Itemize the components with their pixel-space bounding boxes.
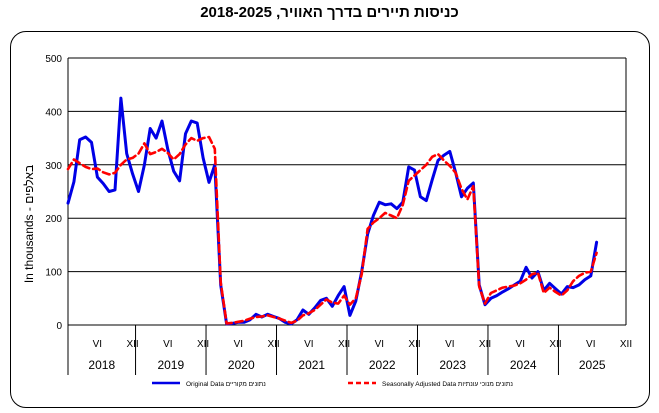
legend-label: Seasonally Adjusted Data נתונים מנוכי עו…	[382, 381, 513, 388]
month-tick-label: XII	[408, 339, 420, 350]
y-tick-label: 100	[45, 268, 62, 279]
series-original	[66, 96, 599, 326]
series-layer	[66, 96, 599, 326]
y-tick-label: 200	[45, 214, 62, 225]
month-tick-label: XII	[338, 339, 350, 350]
month-tick-label: VI	[516, 339, 525, 350]
chart-title: כניסות תיירים בדרך האוויר, 2018-2025	[200, 4, 459, 21]
month-tick-label: VI	[304, 339, 313, 350]
month-tick-label: VI	[163, 339, 172, 350]
month-tick-label: XII	[479, 339, 491, 350]
month-tick-label: VI	[375, 339, 384, 350]
year-label: 2021	[298, 358, 325, 372]
year-label: 2018	[88, 358, 115, 372]
month-tick-label: VI	[93, 339, 102, 350]
year-label: 2022	[369, 358, 396, 372]
month-tick-label: XII	[197, 339, 209, 350]
series-seasonally-adjusted	[66, 135, 598, 325]
year-label: 2019	[157, 358, 184, 372]
y-axis-label: In thousands - באלפים	[22, 165, 36, 283]
month-tick-label: VI	[445, 339, 454, 350]
axis-layer: 0 100 200 300 400 500 2018 2019 2020 2021 2022 2023…	[45, 54, 632, 375]
month-tick-label: XII	[126, 339, 138, 350]
month-tick-label: XII	[620, 339, 632, 350]
month-tick-label: I	[67, 339, 70, 350]
year-label: 2025	[579, 358, 606, 372]
y-tick-label: 500	[45, 54, 62, 65]
month-tick-label: XII	[267, 339, 279, 350]
y-tick-label: 300	[45, 161, 62, 172]
month-tick-label: VI	[586, 339, 595, 350]
chart-frame	[10, 31, 650, 408]
y-tick-label: 400	[45, 107, 62, 118]
legend-label: Original Data נתונים מקוריים	[186, 381, 266, 388]
year-label: 2020	[228, 358, 255, 372]
month-tick-label: XII	[549, 339, 561, 350]
month-tick-label: VI	[234, 339, 243, 350]
year-label: 2024	[510, 358, 537, 372]
legend: Original Data נתונים מקוריים Seasonally A…	[152, 381, 513, 388]
year-label: 2023	[439, 358, 466, 372]
y-tick-label: 0	[56, 321, 62, 332]
